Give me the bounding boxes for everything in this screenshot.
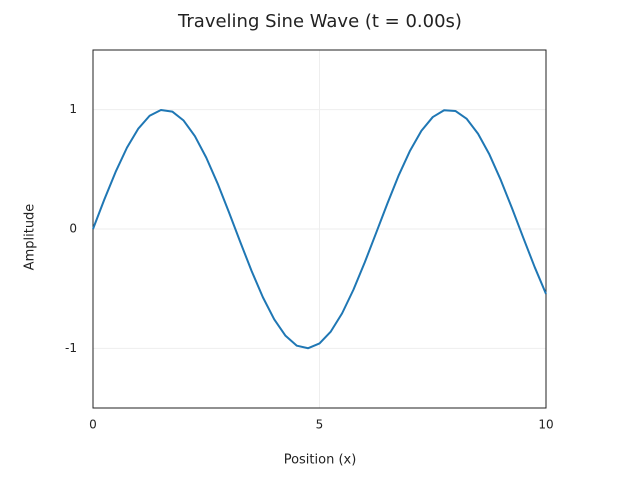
x-tick-label: 5 <box>316 418 324 432</box>
x-axis-label: Position (x) <box>284 453 357 468</box>
y-tick-label: 0 <box>69 222 77 236</box>
y-axis-label: Amplitude <box>23 204 38 271</box>
line-series <box>92 109 547 350</box>
y-tick-label: 1 <box>69 102 77 116</box>
y-tick-label: -1 <box>65 341 77 355</box>
chart-title: Traveling Sine Wave (t = 0.00s) <box>177 11 462 32</box>
x-tick-label: 10 <box>538 418 553 432</box>
x-tick-label: 0 <box>89 418 97 432</box>
